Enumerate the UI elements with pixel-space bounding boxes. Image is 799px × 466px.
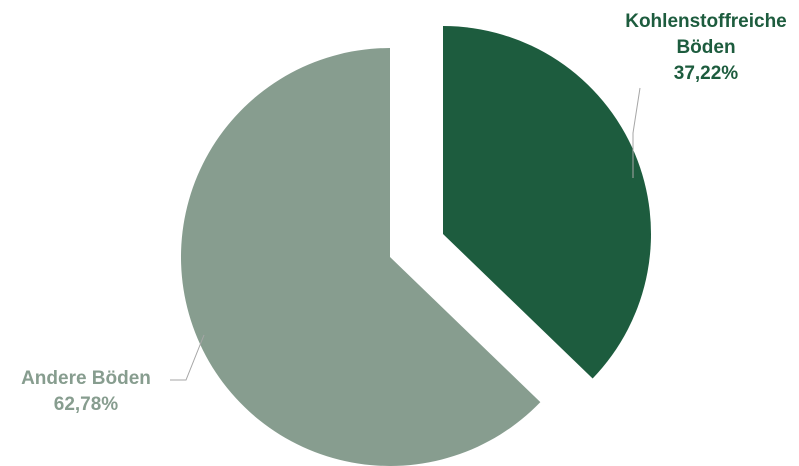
slice-label-0: Kohlenstoffreiche Böden 37,22% <box>625 11 787 84</box>
slices-layer <box>181 26 651 466</box>
leader-lines-layer <box>170 87 641 381</box>
pie-slice-0 <box>443 26 651 379</box>
slice-value-1: 62,78% <box>54 394 119 415</box>
pie-slice-1 <box>181 48 541 466</box>
slice-value-0: 37,22% <box>674 63 739 84</box>
leader-line-0 <box>632 87 641 178</box>
slice-name-line-0: Kohlenstoffreiche <box>625 11 787 32</box>
slice-name-line-0: Böden <box>676 37 735 58</box>
slice-name-line-1: Andere Böden <box>21 368 151 389</box>
labels-layer: Kohlenstoffreiche Böden 37,22% Andere Böden… <box>21 11 787 415</box>
slice-label-1: Andere Böden 62,78% <box>21 368 151 415</box>
leader-line-1 <box>170 334 205 381</box>
